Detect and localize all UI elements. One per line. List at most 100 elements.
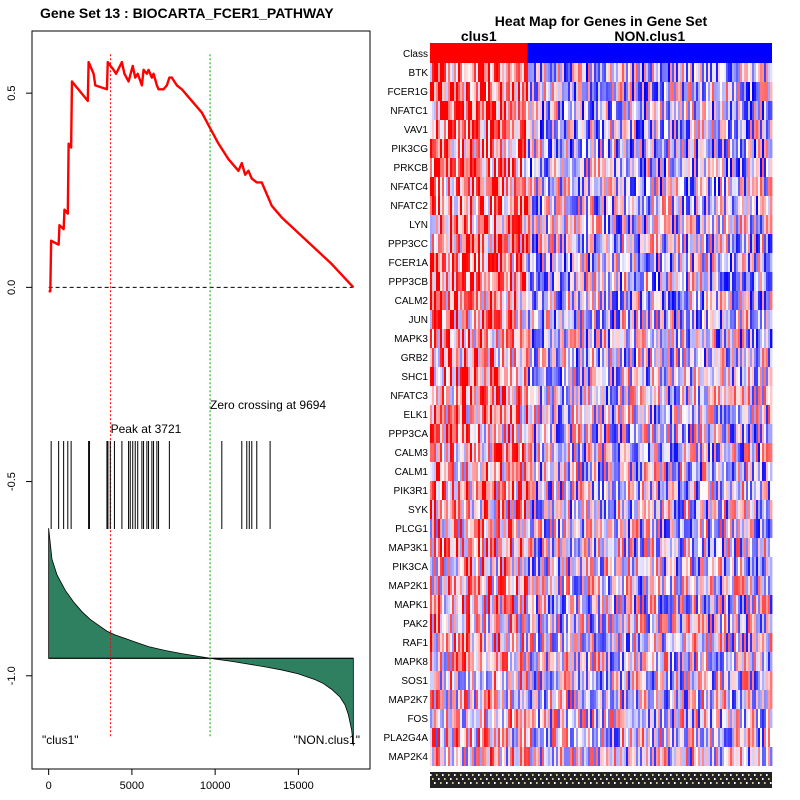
heatmap-cell (592, 424, 595, 443)
heatmap-cell (620, 519, 623, 538)
heatmap-cell (602, 500, 605, 519)
heatmap-cell (500, 576, 503, 595)
heatmap-cell (556, 272, 559, 291)
heatmap-cell (576, 443, 579, 462)
heatmap-cell (598, 348, 601, 367)
heatmap-cell (678, 158, 681, 177)
heatmap-cell (478, 367, 481, 386)
heatmap-cell (588, 177, 591, 196)
heatmap-cell (602, 120, 605, 139)
heatmap-cell (702, 462, 705, 481)
heatmap-cell (502, 234, 505, 253)
heatmap-cell (678, 443, 681, 462)
heatmap-cell (510, 443, 513, 462)
heatmap-cell (760, 253, 763, 272)
heatmap-cell (720, 538, 723, 557)
heatmap-cell (562, 177, 565, 196)
heatmap-cell (650, 386, 653, 405)
heatmap-cell (740, 576, 743, 595)
heatmap-cell (436, 595, 439, 614)
heatmap-cell (644, 576, 647, 595)
heatmap-cell (530, 272, 533, 291)
heatmap-cell (512, 234, 515, 253)
heatmap-cell (580, 272, 583, 291)
heatmap-cell (578, 405, 581, 424)
heatmap-cell (588, 386, 591, 405)
heatmap-cell (552, 348, 555, 367)
heatmap-cell (562, 272, 565, 291)
heatmap-cell (504, 310, 507, 329)
heatmap-cell (600, 348, 603, 367)
heatmap-cell (560, 443, 563, 462)
heatmap-cell (690, 595, 693, 614)
heatmap-cell (766, 576, 769, 595)
heatmap-cell (676, 424, 679, 443)
heatmap-cell (506, 576, 509, 595)
heatmap-cell (766, 500, 769, 519)
heatmap-cell (726, 196, 729, 215)
heatmap-cell (680, 196, 683, 215)
heatmap-cell (656, 101, 659, 120)
heatmap-cell (502, 63, 505, 82)
heatmap-cell (724, 234, 727, 253)
heatmap-cell (460, 462, 463, 481)
heatmap-cell (566, 101, 569, 120)
heatmap-cell (612, 101, 615, 120)
heatmap-cell (588, 462, 591, 481)
heatmap-cell (522, 500, 525, 519)
heatmap-cell (546, 500, 549, 519)
heatmap-cell (724, 63, 727, 82)
heatmap-cell (720, 215, 723, 234)
heatmap-cell (604, 139, 607, 158)
heatmap-cell (518, 595, 521, 614)
heatmap-cell (586, 348, 589, 367)
heatmap-cell (560, 595, 563, 614)
heatmap-cell (668, 82, 671, 101)
heatmap-cell (448, 348, 451, 367)
heatmap-cell (610, 576, 613, 595)
heatmap-cell (596, 177, 599, 196)
heatmap-cell (686, 177, 689, 196)
heatmap-cell (516, 329, 519, 348)
heatmap-cell (582, 367, 585, 386)
heatmap-cell (618, 576, 621, 595)
heatmap-cell (634, 253, 637, 272)
ranked-metric-area (48, 528, 354, 746)
heatmap-cell (730, 272, 733, 291)
heatmap-cell (512, 158, 515, 177)
heatmap-cell (488, 177, 491, 196)
heatmap-cell (602, 177, 605, 196)
heatmap-cell (532, 386, 535, 405)
heatmap-cell (510, 367, 513, 386)
heatmap-cell (504, 196, 507, 215)
heatmap-cell (556, 329, 559, 348)
heatmap-cell (588, 405, 591, 424)
heatmap-cell (480, 82, 483, 101)
heatmap-cell (598, 253, 601, 272)
heatmap-cell (706, 500, 709, 519)
heatmap-cell (510, 63, 513, 82)
heatmap-cell (714, 576, 717, 595)
heatmap-cell (632, 443, 635, 462)
heatmap-cell (558, 424, 561, 443)
heatmap-cell (520, 481, 523, 500)
heatmap-cell (660, 310, 663, 329)
heatmap-cell (548, 424, 551, 443)
heatmap-cell (764, 367, 767, 386)
heatmap-cell (454, 500, 457, 519)
heatmap-cell (750, 63, 753, 82)
heatmap-cell (702, 310, 705, 329)
heatmap-cell (724, 481, 727, 500)
heatmap-cell (556, 215, 559, 234)
heatmap-cell (476, 310, 479, 329)
heatmap-cell (534, 139, 537, 158)
heatmap-cell (458, 405, 461, 424)
heatmap-cell (738, 215, 741, 234)
heatmap-cell (642, 101, 645, 120)
heatmap-cell (680, 500, 683, 519)
heatmap-cell (692, 253, 695, 272)
heatmap-cell (646, 82, 649, 101)
heatmap-cell (706, 63, 709, 82)
heatmap-cell (606, 329, 609, 348)
heatmap-cell (752, 101, 755, 120)
